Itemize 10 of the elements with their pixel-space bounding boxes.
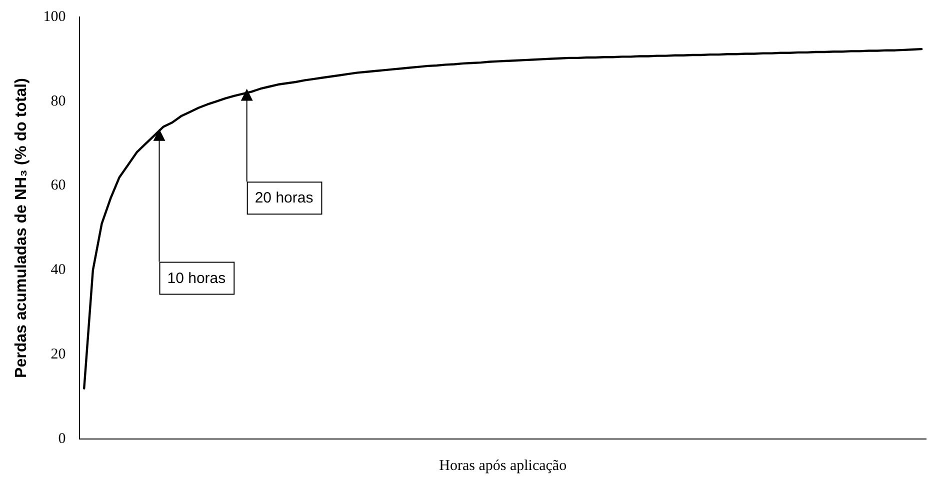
- y-tick-label: 20: [50, 346, 66, 363]
- y-tick-label: 0: [58, 430, 66, 447]
- y-tick-label: 60: [50, 178, 66, 194]
- y-tick-label: 40: [50, 262, 66, 278]
- annotation: 20 horas: [254, 190, 314, 207]
- y-axis-title: Perdas acumuladas de NH₃ (% do total): [13, 78, 30, 378]
- y-tick-label: 100: [43, 8, 66, 25]
- annotation: 10 horas: [167, 270, 226, 287]
- y-tick-label: 80: [50, 93, 66, 110]
- x-axis-title: Horas após aplicação: [439, 458, 567, 474]
